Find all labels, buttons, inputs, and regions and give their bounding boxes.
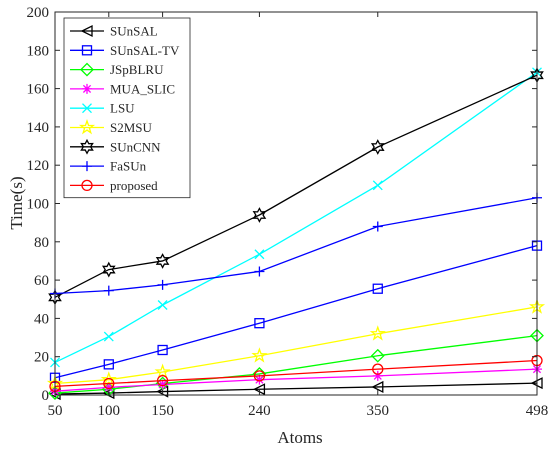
- y-tick-label: 40: [34, 311, 49, 327]
- x-tick-label: 150: [151, 403, 174, 419]
- data-point: [155, 253, 170, 269]
- series-mua-slic: [50, 364, 542, 397]
- legend-label: S2MSU: [110, 120, 153, 135]
- legend-label: JSpBLRU: [110, 62, 164, 77]
- legend-marker: [82, 161, 92, 172]
- y-tick-label: 160: [27, 82, 50, 98]
- tick-labels: 50 100 150 240 350 498 0 20 40 60 80 100 120 140 160 18…: [27, 5, 549, 419]
- y-tick-label: 0: [42, 388, 50, 404]
- axes: [54, 11, 538, 396]
- data-point: [254, 266, 265, 277]
- y-tick-label: 200: [27, 5, 50, 21]
- data-point: [369, 325, 386, 341]
- legend-marker: [80, 138, 94, 155]
- y-tick-label: 80: [34, 235, 49, 251]
- legend-item: MUA_SLIC: [70, 81, 175, 96]
- legend-label: proposed: [110, 178, 158, 193]
- data-point: [157, 379, 168, 390]
- data-point: [372, 363, 384, 375]
- series-line: [54, 245, 538, 379]
- legend-marker: [78, 119, 96, 135]
- data-point: [371, 380, 384, 394]
- legend-item: SUnSAL: [70, 24, 158, 39]
- legend-marker: [81, 179, 93, 192]
- data-point: [157, 279, 168, 290]
- series-line: [54, 74, 538, 298]
- legend-item: SUnSAL-TV: [70, 43, 180, 58]
- y-tick-label: 60: [34, 273, 49, 289]
- data-point: [157, 300, 168, 310]
- legend-marker: [80, 24, 93, 38]
- data-point: [370, 348, 385, 363]
- legend-label: LSU: [110, 101, 135, 116]
- y-tick-label: 120: [27, 158, 50, 174]
- data-point: [157, 344, 168, 356]
- legend-item: FaSUn: [70, 159, 147, 174]
- data-point: [103, 359, 114, 370]
- data-point: [254, 249, 265, 260]
- data-point: [372, 221, 383, 232]
- data-point: [103, 331, 114, 342]
- y-tick-label: 140: [27, 120, 50, 136]
- data-point: [155, 376, 170, 391]
- legend-label: FaSUn: [110, 159, 147, 174]
- series-sunsal-tv: [49, 240, 543, 383]
- series-line: [54, 359, 538, 388]
- data-point: [156, 374, 169, 387]
- x-tick-label: 350: [367, 403, 390, 419]
- legend-marker: [82, 103, 92, 114]
- data-point: [372, 180, 383, 191]
- data-point: [254, 318, 265, 329]
- data-point: [372, 370, 383, 381]
- legend-marker: [82, 83, 92, 94]
- data-point: [252, 207, 267, 223]
- series-line: [54, 382, 538, 395]
- data-point: [253, 370, 266, 382]
- data-point: [154, 363, 171, 379]
- legend-item: LSU: [70, 101, 135, 116]
- x-tick-label: 100: [98, 403, 121, 419]
- legend-marker: [81, 45, 93, 56]
- x-axis-label: Atoms: [277, 428, 322, 447]
- y-tick-label: 180: [27, 43, 50, 59]
- series-line: [54, 71, 538, 364]
- data-point: [251, 347, 268, 363]
- data-point: [103, 377, 115, 390]
- x-tick-label: 50: [48, 403, 63, 419]
- data-point: [254, 374, 265, 385]
- y-axis-label: Time(s): [7, 176, 26, 229]
- legend-label: SUnSAL-TV: [110, 43, 180, 58]
- legend-marker: [80, 62, 94, 77]
- series-line: [54, 306, 538, 385]
- data-point: [370, 139, 385, 155]
- data-point: [101, 261, 116, 278]
- data-point: [103, 382, 114, 393]
- legend: SUnSAL SUnSAL-TV JSpBLRU MUA_SLIC LSU S2MSU SU…: [63, 17, 191, 199]
- legend-label: SUnCNN: [110, 139, 161, 154]
- data-point: [103, 285, 114, 296]
- y-tick-label: 20: [34, 350, 49, 366]
- x-tick-label: 498: [526, 403, 549, 419]
- x-tick-label: 240: [248, 403, 271, 419]
- legend-item: S2MSU: [70, 119, 153, 135]
- data-point: [372, 283, 383, 294]
- y-tick-label: 100: [27, 197, 50, 213]
- legend-item: SUnCNN: [70, 138, 161, 155]
- legend-label: MUA_SLIC: [110, 81, 175, 96]
- series-line: [54, 368, 538, 392]
- legend-item: proposed: [70, 178, 158, 193]
- legend-label: SUnSAL: [110, 24, 158, 39]
- legend-item: JSpBLRU: [70, 62, 164, 77]
- data-point: [100, 371, 117, 387]
- series-line: [54, 197, 538, 295]
- series-suncnn: [48, 67, 544, 306]
